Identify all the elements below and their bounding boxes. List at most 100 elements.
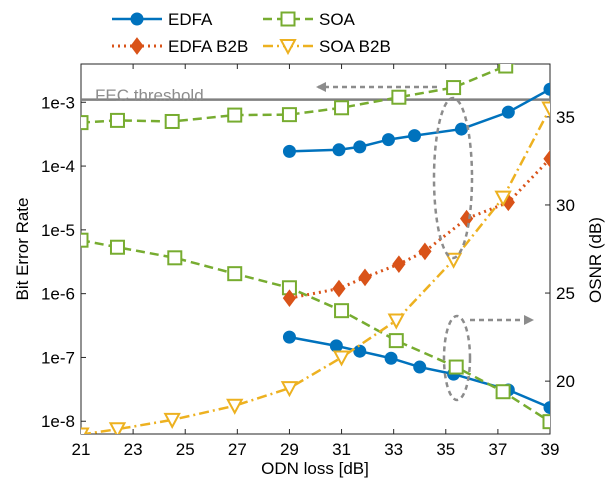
y-right-tick-label: 20 <box>556 372 575 391</box>
y-left-tick-label: 1e-5 <box>41 221 75 240</box>
y-axis-right: 20 25 30 35 <box>545 108 575 391</box>
data-point-soa-left <box>81 115 89 131</box>
data-point-edfa-left <box>408 129 422 143</box>
data-point-edfa-left <box>381 133 395 147</box>
series-edfa-right <box>282 330 550 415</box>
legend-label: SOA <box>319 10 356 29</box>
legend-label: EDFA <box>168 10 213 29</box>
plot-area-frame <box>80 63 551 435</box>
data-point-soa-right <box>81 232 89 248</box>
legend-marker <box>280 11 296 27</box>
series-line-soa-left <box>81 64 516 124</box>
data-point-edfa-right <box>353 344 367 358</box>
data-point-soa-left <box>109 112 125 128</box>
y-left-tick-label: 1e-7 <box>41 348 75 367</box>
data-point-soa-left <box>391 89 407 105</box>
x-tick-label: 35 <box>436 440 455 459</box>
data-point-edfa-b2b-left <box>543 149 550 168</box>
data-point-soa-b2b-left <box>541 101 550 118</box>
x-tick-label: 37 <box>488 440 507 459</box>
left-axis-group-ellipse <box>432 96 474 260</box>
data-point-edfa-right <box>543 401 550 415</box>
y-right-tick-label: 35 <box>556 108 575 127</box>
data-point-edfa-left <box>332 143 346 157</box>
data-point-soa-right <box>227 266 243 282</box>
data-point-edfa-b2b-left <box>418 242 432 261</box>
legend-item-edfa: EDFA <box>112 10 213 29</box>
legend-item-edfa-b2b: EDFA B2B <box>112 37 248 56</box>
data-point-soa-left <box>164 113 180 129</box>
legend-item-soa-b2b: SOA B2B <box>263 37 391 56</box>
y-left-tick-label: 1e-8 <box>41 412 75 431</box>
series-soa-right <box>81 232 550 430</box>
y-right-tick-label: 30 <box>556 196 575 215</box>
data-point-edfa-right <box>282 330 296 344</box>
x-tick-label: 23 <box>124 440 143 459</box>
data-point-soa-left <box>544 44 557 57</box>
x-tick-label: 29 <box>280 440 299 459</box>
x-tick-label: 21 <box>72 440 91 459</box>
data-point-soa-left <box>281 107 297 123</box>
legend-label: SOA B2B <box>319 37 391 56</box>
y-left-tick-label: 1e-3 <box>41 93 75 112</box>
data-point-edfa-b2b-left <box>392 255 406 273</box>
data-point-edfa-right <box>413 360 427 374</box>
x-tick-label: 33 <box>384 440 403 459</box>
data-point-soa-left <box>334 100 350 116</box>
data-point-soa-right <box>448 359 464 375</box>
series-edfa-left <box>282 82 550 158</box>
x-axis: 21 23 25 27 29 31 33 35 37 39 <box>72 64 560 459</box>
data-point-soa-b2b-left <box>494 190 512 207</box>
data-point-soa-right <box>388 333 404 349</box>
right-axis-group-ellipse <box>442 314 472 402</box>
data-point-edfa-left <box>454 122 468 136</box>
y-left-tick-label: 1e-4 <box>41 157 75 176</box>
series-soa-left <box>81 44 557 131</box>
data-point-soa-b2b-left <box>81 427 90 434</box>
data-point-soa-right <box>167 250 183 266</box>
legend-item-soa: SOA <box>263 10 356 29</box>
data-point-edfa-b2b-left <box>332 279 346 298</box>
x-tick-label: 25 <box>176 440 195 459</box>
y-left-tick-label: 1e-6 <box>41 285 75 304</box>
legend-marker <box>279 39 297 56</box>
legend-marker <box>130 12 144 26</box>
data-point-soa-b2b-left <box>332 350 351 367</box>
data-point-edfa-b2b-left <box>282 289 297 307</box>
series-layer <box>81 44 557 434</box>
data-point-edfa-left <box>282 144 296 158</box>
data-point-soa-b2b-left <box>108 422 127 434</box>
y-axis-left-title: Bit Error Rate <box>13 198 32 301</box>
data-point-edfa-b2b-left <box>459 209 474 228</box>
data-point-soa-b2b-left <box>163 412 181 429</box>
x-tick-label: 27 <box>228 440 247 459</box>
data-point-soa-b2b-left <box>226 398 244 415</box>
x-tick-label: 39 <box>541 440 560 459</box>
series-edfa-b2b-left <box>282 149 550 307</box>
x-tick-label: 31 <box>332 440 351 459</box>
data-point-edfa-left <box>353 140 367 154</box>
y-axis-right-title: OSNR (dB) <box>586 217 605 303</box>
data-point-soa-left <box>227 107 243 123</box>
x-axis-title: ODN loss [dB] <box>261 459 369 478</box>
data-point-soa-b2b-left <box>387 313 405 330</box>
series-line-edfa-b2b-left <box>289 157 550 300</box>
data-point-edfa-left <box>543 82 550 96</box>
data-point-soa-right <box>109 239 125 255</box>
y-axis-left: 1e-8 1e-7 1e-6 1e-5 1e-4 1e-3 <box>41 93 86 431</box>
data-point-edfa-b2b-left <box>358 268 372 287</box>
data-point-soa-b2b-left <box>280 381 299 398</box>
legend-label: EDFA B2B <box>168 37 248 56</box>
y-right-tick-label: 25 <box>556 284 575 303</box>
data-point-soa-right <box>542 414 550 430</box>
data-point-edfa-right <box>384 351 398 365</box>
data-point-soa-right <box>334 303 350 319</box>
legend: EDFA SOA EDFA B2B SOA B2B <box>112 10 391 56</box>
series-line-soa-right <box>81 238 550 423</box>
data-point-soa-left <box>498 64 514 74</box>
fec-threshold-label: FEC threshold <box>95 86 204 105</box>
series-soa-b2b-left <box>81 101 550 434</box>
series-line-soa-b2b-left <box>81 107 550 434</box>
data-point-soa-right <box>495 384 511 400</box>
